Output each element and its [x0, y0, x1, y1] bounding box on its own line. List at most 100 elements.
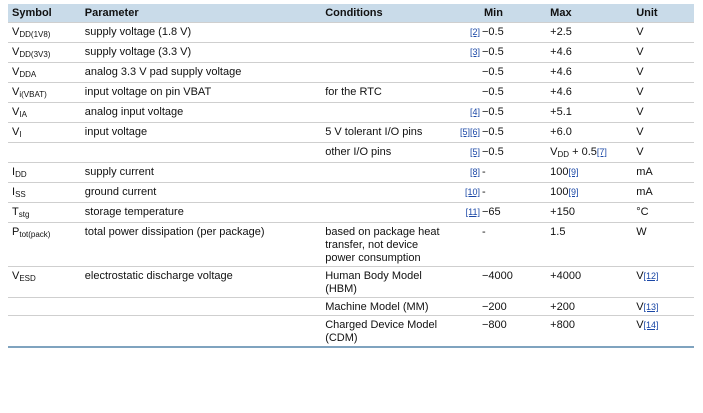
max-footnote-link[interactable]: [7] [596, 147, 607, 157]
min-cell: −0.5 [482, 46, 504, 58]
unit-text: V [636, 26, 644, 38]
max-value: +4.6 [550, 86, 572, 98]
conditions-cell: other I/O pins [325, 146, 392, 158]
unit-text: V [636, 106, 644, 118]
table-row: Charged Device Model (CDM) −800 +800 V[14] [8, 315, 694, 348]
footnote-link[interactable]: [5] [469, 147, 480, 157]
footnote-link[interactable]: [11] [465, 207, 480, 217]
parameter-cell: supply voltage (3.3 V) [84, 46, 192, 58]
unit-text: W [636, 226, 647, 238]
conditions-cell [321, 23, 445, 43]
max-cell: 100[9] [546, 183, 632, 203]
conditions-cell: Human Body Model (HBM) [325, 270, 422, 295]
max-tail: + 0.5 [569, 146, 597, 158]
conditions-cell [321, 183, 445, 203]
symbol-text: T [12, 206, 19, 218]
unit-cell: V [632, 83, 694, 103]
max-cell: +800 [546, 316, 632, 348]
footnote-cell [445, 267, 480, 298]
table-row: other I/O pins [5] −0.5 VDD + 0.5[7] V [8, 142, 694, 163]
unit-footnote-link[interactable]: [13] [643, 302, 659, 312]
table-header-row: Symbol Parameter Conditions Min Max Unit [8, 4, 694, 23]
max-value: V [550, 146, 558, 158]
unit-text: V [636, 66, 644, 78]
symbol-cell: VI [8, 123, 81, 143]
unit-text: mA [636, 166, 653, 178]
table-row: Ptot(pack) total power dissipation (per p… [8, 222, 694, 267]
limiting-values-page: Symbol Parameter Conditions Min Max Unit… [8, 0, 694, 413]
footnote-link[interactable]: [8] [469, 167, 480, 177]
max-cell: +4000 [546, 267, 632, 298]
max-footnote-link[interactable]: [9] [568, 167, 579, 177]
symbol-cell: VDDA [8, 63, 81, 83]
footnote-cell: [8] [445, 163, 480, 183]
symbol-subscript: i(VBAT) [19, 90, 47, 99]
max-cell: +4.6 [546, 43, 632, 63]
max-value: 100 [550, 186, 569, 198]
unit-cell: V [632, 63, 694, 83]
max-cell: +150 [546, 203, 632, 223]
max-value: 100 [550, 166, 569, 178]
unit-cell: V [632, 123, 694, 143]
unit-text: V [636, 146, 644, 158]
limiting-values-table: Symbol Parameter Conditions Min Max Unit… [8, 4, 694, 348]
min-cell: −0.5 [482, 146, 504, 158]
conditions-cell: for the RTC [325, 86, 382, 98]
footnote-link[interactable]: [3] [469, 47, 480, 57]
footnote-link[interactable]: [5][6] [459, 127, 480, 137]
conditions-cell [321, 43, 445, 63]
table-row: VESD electrostatic discharge voltage Human… [8, 266, 694, 298]
unit-footnote-link[interactable]: [14] [643, 320, 659, 330]
header-symbol: Symbol [12, 7, 52, 19]
max-value: +200 [550, 301, 575, 313]
unit-text: mA [636, 186, 653, 198]
max-cell: VDD + 0.5[7] [546, 143, 632, 163]
footnote-cell [445, 63, 480, 83]
unit-cell: V [632, 103, 694, 123]
footnote-cell [445, 223, 480, 267]
symbol-text: V [12, 66, 20, 78]
parameter-cell: total power dissipation (per package) [84, 226, 265, 238]
footnote-cell: [5] [445, 143, 480, 163]
conditions-cell: Charged Device Model (CDM) [325, 319, 438, 344]
table-row: VDDA analog 3.3 V pad supply voltage −0.5 +… [8, 62, 694, 83]
footnote-link[interactable]: [2] [469, 27, 480, 37]
min-cell: - [482, 186, 486, 198]
max-value: +6.0 [550, 126, 572, 138]
header-unit: Unit [636, 7, 658, 19]
table-row: ISS ground current [10] -100[9] mA [8, 182, 694, 203]
table-row: VI input voltage 5 V tolerant I/O pins [5][… [8, 122, 694, 143]
header-min: Min [484, 7, 503, 19]
unit-cell: V [632, 143, 694, 163]
table-row: IDD supply current [8] -100[9] mA [8, 162, 694, 183]
min-cell: −65 [482, 206, 501, 218]
header-parameter: Parameter [84, 7, 139, 19]
symbol-cell: IDD [8, 163, 81, 183]
max-footnote-link[interactable]: [9] [568, 187, 579, 197]
conditions-cell: Machine Model (MM) [325, 301, 429, 313]
symbol-cell: Vi(VBAT) [8, 83, 81, 103]
table-row: Vi(VBAT) input voltage on pin VBAT for the… [8, 82, 694, 103]
max-subscript: DD [557, 150, 570, 159]
footnote-link[interactable]: [10] [464, 187, 480, 197]
symbol-cell: ISS [8, 183, 81, 203]
footnote-cell: [3] [445, 43, 480, 63]
symbol-subscript: DDA [19, 70, 37, 79]
symbol-text: P [12, 226, 20, 238]
symbol-text: V [12, 270, 20, 282]
unit-footnote-link[interactable]: [12] [643, 271, 659, 281]
symbol-text: V [12, 106, 20, 118]
table-row: Machine Model (MM) −200 +200 V[13] [8, 297, 694, 316]
max-cell: +5.1 [546, 103, 632, 123]
parameter-cell: analog input voltage [84, 106, 184, 118]
max-value: +4.6 [550, 66, 572, 78]
symbol-cell: VDD(3V3) [8, 43, 81, 63]
min-cell: −200 [482, 301, 507, 313]
max-cell: +4.6 [546, 83, 632, 103]
footnote-link[interactable]: [4] [469, 107, 480, 117]
footnote-cell [445, 316, 480, 348]
max-cell: 100[9] [546, 163, 632, 183]
symbol-text: V [12, 126, 20, 138]
table-row: VIA analog input voltage [4] −0.5 +5.1 V [8, 102, 694, 123]
symbol-text: V [12, 26, 20, 38]
